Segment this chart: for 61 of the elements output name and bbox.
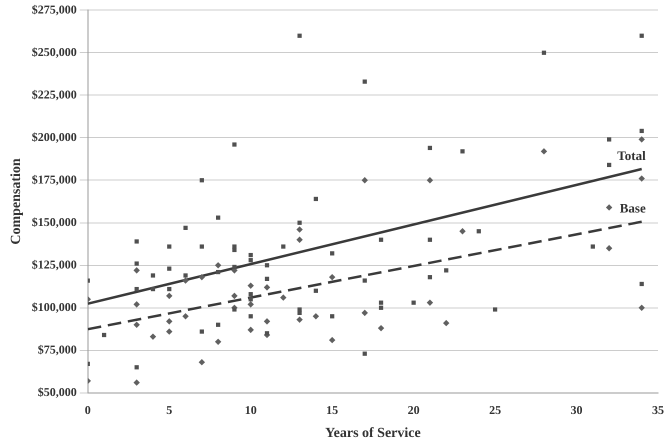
point bbox=[638, 136, 645, 143]
x-tick-label: 15 bbox=[326, 403, 338, 418]
x-tick-label: 0 bbox=[84, 403, 91, 418]
x-tick-label: 10 bbox=[244, 403, 257, 418]
point bbox=[198, 274, 206, 280]
y-tick-label: $200,000 bbox=[32, 130, 77, 144]
y-tick-label: $225,000 bbox=[32, 87, 77, 102]
point bbox=[606, 204, 612, 211]
point bbox=[264, 284, 270, 291]
point bbox=[248, 326, 254, 334]
point bbox=[166, 292, 172, 300]
point bbox=[296, 316, 303, 323]
point bbox=[248, 301, 254, 308]
y-tick-label: $250,000 bbox=[32, 44, 77, 59]
point bbox=[328, 274, 336, 280]
point bbox=[231, 292, 238, 300]
y-tick-label: $275,000 bbox=[32, 2, 77, 16]
point bbox=[166, 328, 172, 335]
series-label: Total bbox=[617, 148, 646, 163]
x-tick-label: 20 bbox=[408, 403, 420, 418]
x-axis-title: Years of Service bbox=[325, 426, 421, 442]
point bbox=[362, 177, 368, 184]
x-tick-label: 35 bbox=[652, 403, 664, 418]
point bbox=[296, 226, 303, 233]
y-tick-label: $125,000 bbox=[32, 257, 77, 272]
point bbox=[133, 301, 140, 308]
y-tick-label: $50,000 bbox=[38, 384, 77, 399]
y-tick-label: $175,000 bbox=[32, 172, 77, 186]
point bbox=[312, 313, 320, 320]
point bbox=[638, 304, 645, 311]
x-tick-label: 5 bbox=[166, 403, 172, 418]
point bbox=[296, 236, 303, 243]
point bbox=[133, 379, 140, 386]
x-tick-label: 30 bbox=[570, 403, 583, 418]
series-label: Base bbox=[620, 200, 646, 216]
y-tick-label: $150,000 bbox=[32, 214, 77, 229]
point bbox=[182, 277, 189, 284]
point bbox=[150, 333, 156, 340]
point bbox=[214, 262, 222, 268]
point bbox=[540, 148, 548, 155]
y-tick-label: $100,000 bbox=[32, 300, 77, 314]
point bbox=[214, 338, 222, 345]
point bbox=[248, 282, 254, 289]
x-tick-label: 25 bbox=[489, 403, 502, 418]
point bbox=[280, 294, 286, 301]
point bbox=[638, 175, 645, 182]
y-axis-title: Compensation bbox=[9, 158, 24, 245]
point bbox=[133, 322, 140, 328]
point bbox=[198, 358, 206, 366]
point bbox=[264, 318, 270, 325]
point bbox=[378, 324, 384, 332]
point bbox=[362, 310, 368, 316]
point bbox=[182, 313, 189, 320]
point bbox=[426, 177, 434, 184]
point bbox=[426, 299, 434, 306]
point bbox=[606, 245, 612, 252]
point bbox=[133, 267, 140, 274]
point bbox=[166, 318, 172, 325]
point bbox=[443, 320, 450, 326]
y-tick-label: $75,000 bbox=[38, 342, 77, 356]
point bbox=[328, 336, 336, 344]
